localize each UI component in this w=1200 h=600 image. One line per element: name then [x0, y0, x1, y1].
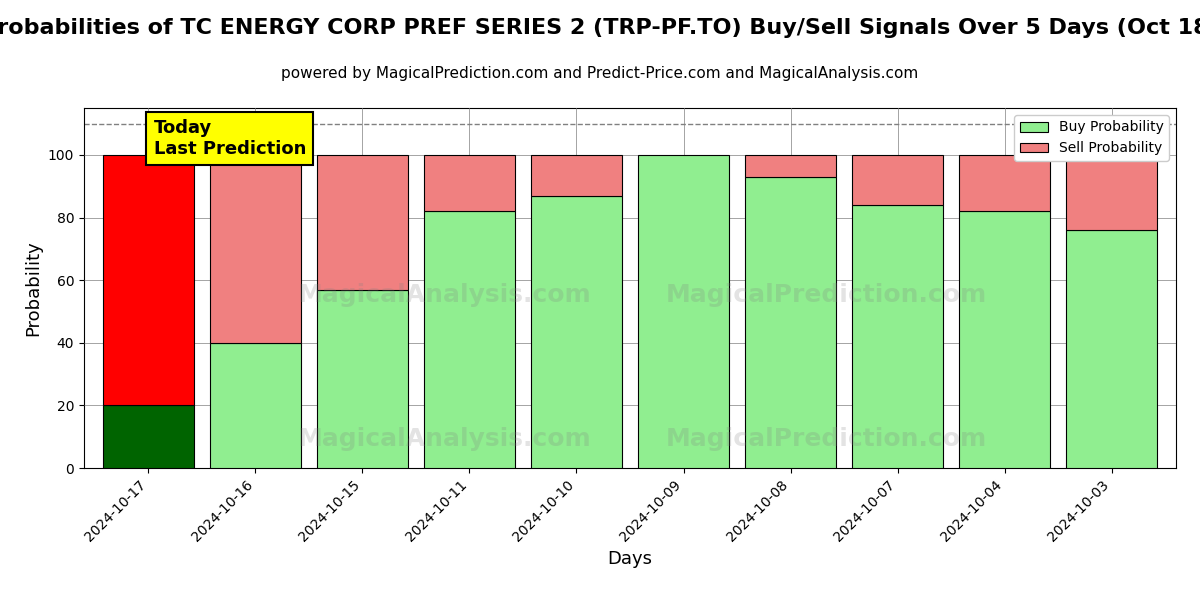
- Bar: [745, 155, 836, 177]
- Bar: [103, 155, 193, 406]
- Text: MagicalPrediction.com: MagicalPrediction.com: [666, 427, 988, 451]
- X-axis label: Days: Days: [607, 550, 653, 568]
- Y-axis label: Probability: Probability: [24, 240, 42, 336]
- Bar: [1067, 230, 1157, 468]
- Text: Probabilities of TC ENERGY CORP PREF SERIES 2 (TRP-PF.TO) Buy/Sell Signals Over : Probabilities of TC ENERGY CORP PREF SER…: [0, 18, 1200, 38]
- Bar: [424, 211, 515, 468]
- Text: MagicalAnalysis.com: MagicalAnalysis.com: [298, 283, 592, 307]
- Bar: [530, 155, 622, 196]
- Bar: [1067, 155, 1157, 230]
- Bar: [959, 211, 1050, 468]
- Text: powered by MagicalPrediction.com and Predict-Price.com and MagicalAnalysis.com: powered by MagicalPrediction.com and Pre…: [281, 66, 919, 81]
- Bar: [852, 205, 943, 468]
- Bar: [424, 155, 515, 211]
- Text: Today
Last Prediction: Today Last Prediction: [154, 119, 306, 158]
- Bar: [638, 155, 730, 468]
- Bar: [530, 196, 622, 468]
- Text: MagicalPrediction.com: MagicalPrediction.com: [666, 283, 988, 307]
- Bar: [210, 155, 301, 343]
- Bar: [317, 290, 408, 468]
- Bar: [852, 155, 943, 205]
- Bar: [210, 343, 301, 468]
- Text: MagicalAnalysis.com: MagicalAnalysis.com: [298, 427, 592, 451]
- Bar: [959, 155, 1050, 211]
- Legend: Buy Probability, Sell Probability: Buy Probability, Sell Probability: [1014, 115, 1169, 161]
- Bar: [317, 155, 408, 290]
- Bar: [103, 406, 193, 468]
- Bar: [745, 177, 836, 468]
